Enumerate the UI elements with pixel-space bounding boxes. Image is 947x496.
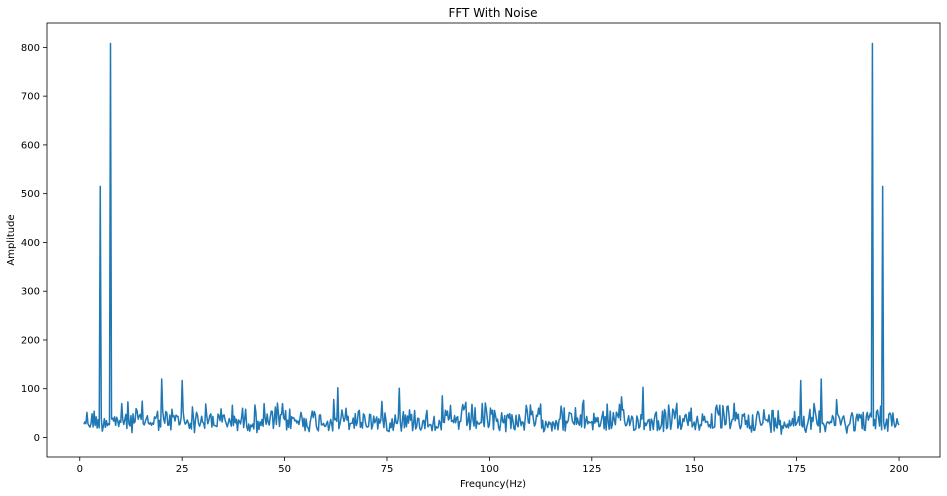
x-axis: 0 25 50 75 100 125 150 175 200 — [77, 457, 909, 475]
x-tick-label: 75 — [381, 464, 394, 475]
y-axis: 0 100 200 300 400 500 600 700 800 — [21, 43, 47, 444]
axes-frame — [46, 22, 941, 458]
y-tick-label: 200 — [21, 335, 40, 346]
y-tick-label: 300 — [21, 287, 40, 298]
series-line — [83, 42, 900, 435]
x-tick-label: 50 — [278, 464, 291, 475]
axes-background — [47, 23, 940, 457]
y-tick-label: 500 — [21, 189, 40, 200]
x-tick-label: 200 — [889, 464, 908, 475]
y-tick-label: 100 — [21, 384, 40, 395]
y-tick-label: 600 — [21, 140, 40, 151]
x-tick-label: 175 — [787, 464, 806, 475]
x-tick-label: 0 — [77, 464, 83, 475]
chart-title: FFT With Noise — [448, 6, 537, 20]
y-tick-label: 700 — [21, 92, 40, 103]
y-tick-label: 400 — [21, 238, 40, 249]
x-tick-label: 125 — [582, 464, 601, 475]
x-tick-label: 100 — [480, 464, 499, 475]
series-layer — [83, 42, 900, 435]
x-axis-label: Frequncy(Hz) — [460, 479, 526, 490]
y-tick-label: 800 — [21, 43, 40, 54]
y-axis-label: Amplitude — [6, 214, 17, 265]
x-tick-label: 25 — [176, 464, 189, 475]
plot-area — [46, 22, 941, 458]
y-tick-label: 0 — [34, 433, 40, 444]
x-tick-label: 150 — [685, 464, 704, 475]
